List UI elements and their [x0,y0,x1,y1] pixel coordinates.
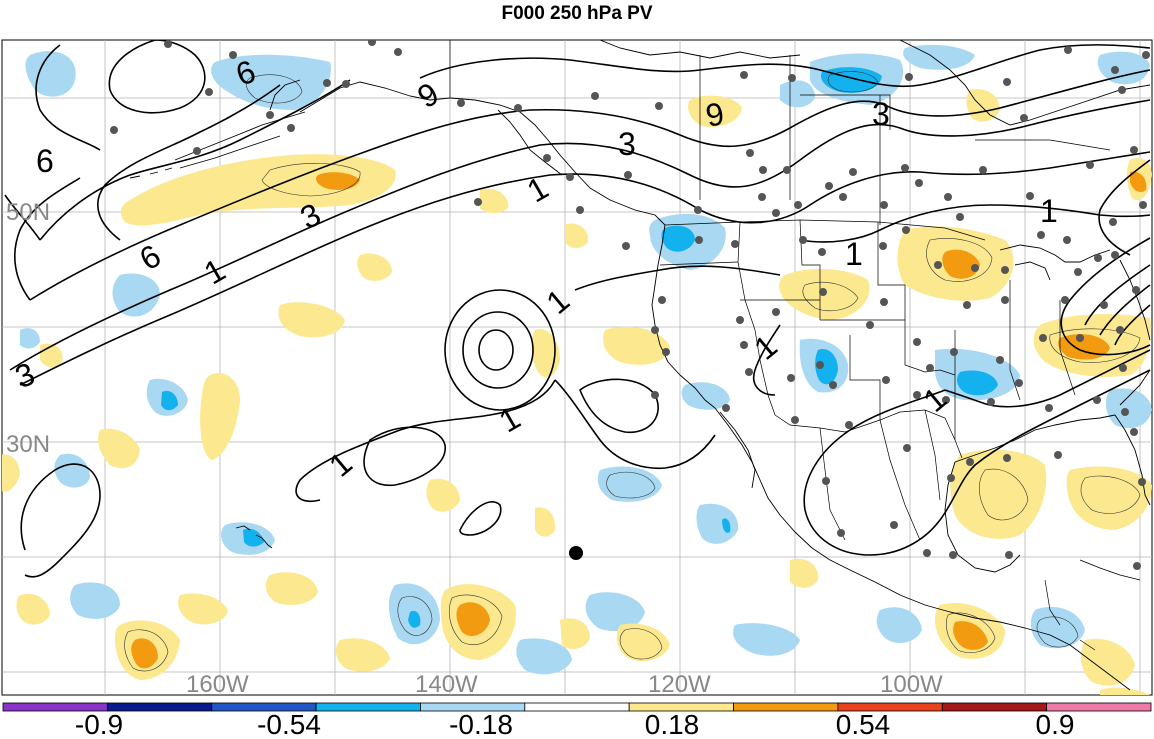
colorbar-segment [525,703,629,711]
colorbar-label: 0.18 [645,709,700,739]
lon-label-100w: 100W [880,671,943,698]
lon-label-140w: 140W [415,671,478,698]
lon-label-120w: 120W [648,671,711,698]
lat-label-50n: 50N [6,199,50,226]
lat-label-30n: 30N [6,431,50,458]
colorbar-segment [316,703,420,711]
colorbar-labels: -0.9 -0.54 -0.18 0.18 0.54 0.9 [75,709,1075,739]
colorbar [3,703,1151,711]
colorbar-segment [734,703,838,711]
colorbar-label: 0.9 [1036,709,1075,739]
contour-label: 6 [36,143,54,179]
colorbar-label: -0.9 [75,709,123,739]
lon-label-160w: 160W [186,671,249,698]
colorbar-segment [942,703,1046,711]
colorbar-label: -0.54 [257,709,321,739]
reference-point [569,546,583,560]
contour-label: 3 [618,126,636,162]
contour-label: 1 [1040,193,1058,229]
contour-label: 3 [872,96,890,132]
colorbar-label: 0.54 [836,709,891,739]
contour-label: 1 [845,236,863,272]
colorbar-label: -0.18 [449,709,513,739]
